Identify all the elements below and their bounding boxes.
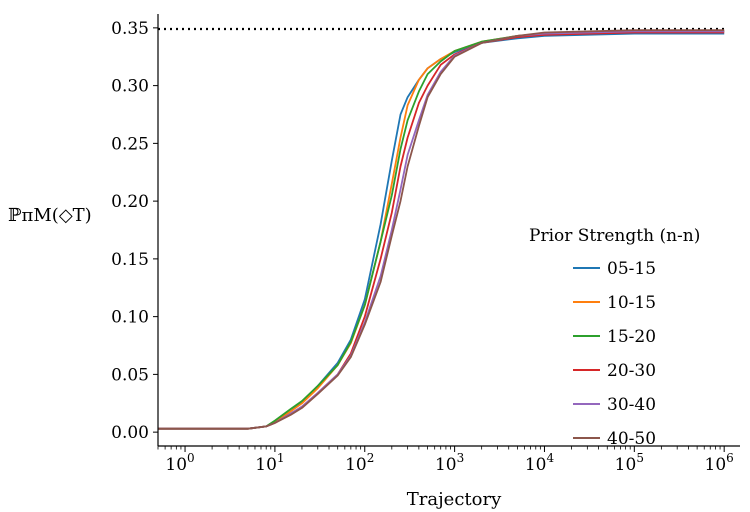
y-tick-label: 0.05 — [111, 365, 149, 385]
y-tick-label: 0.30 — [111, 77, 149, 97]
series-line-40-50 — [158, 29, 725, 430]
series-layer — [158, 29, 725, 430]
y-axis-title: ℙπM(◇T) — [8, 205, 92, 226]
y-tick-label: 0.35 — [111, 19, 149, 39]
x-tick-label: 100 — [165, 451, 194, 475]
x-tick-label: 105 — [615, 451, 644, 475]
y-tick-label: 0.25 — [111, 134, 149, 154]
y-tick-label: 0.20 — [111, 192, 149, 212]
x-tick-label: 102 — [345, 451, 374, 475]
legend-label-30-40: 30-40 — [607, 395, 656, 415]
legend-label-20-30: 20-30 — [607, 361, 656, 381]
y-axis-title-text: ℙπM(◇T) — [8, 205, 92, 226]
x-tick-label: 103 — [435, 451, 464, 475]
x-tick-label: 106 — [705, 451, 734, 475]
x-axis-title: Trajectory — [407, 489, 502, 510]
legend-items: 05-15 10-15 15-20 20-30 30-40 40-50 — [573, 259, 656, 449]
x-tick-label: 101 — [255, 451, 284, 475]
legend-label-40-50: 40-50 — [607, 429, 656, 449]
legend: Prior Strength (n-n) 05-15 10-15 15-20 20-3… — [529, 226, 700, 449]
legend-label-15-20: 15-20 — [607, 327, 656, 347]
legend-label-10-15: 10-15 — [607, 293, 656, 313]
y-tick-label: 0.10 — [111, 308, 149, 328]
legend-title: Prior Strength (n-n) — [529, 226, 700, 246]
axes-layer: 0.00 0.05 0.10 0.15 0.20 0.25 0.30 0.35 100 101 10… — [111, 14, 740, 475]
legend-label-05-15: 05-15 — [607, 259, 656, 279]
y-tick-label: 0.00 — [111, 423, 149, 443]
y-tick-label: 0.15 — [111, 250, 149, 270]
x-tick-label: 104 — [525, 451, 555, 475]
